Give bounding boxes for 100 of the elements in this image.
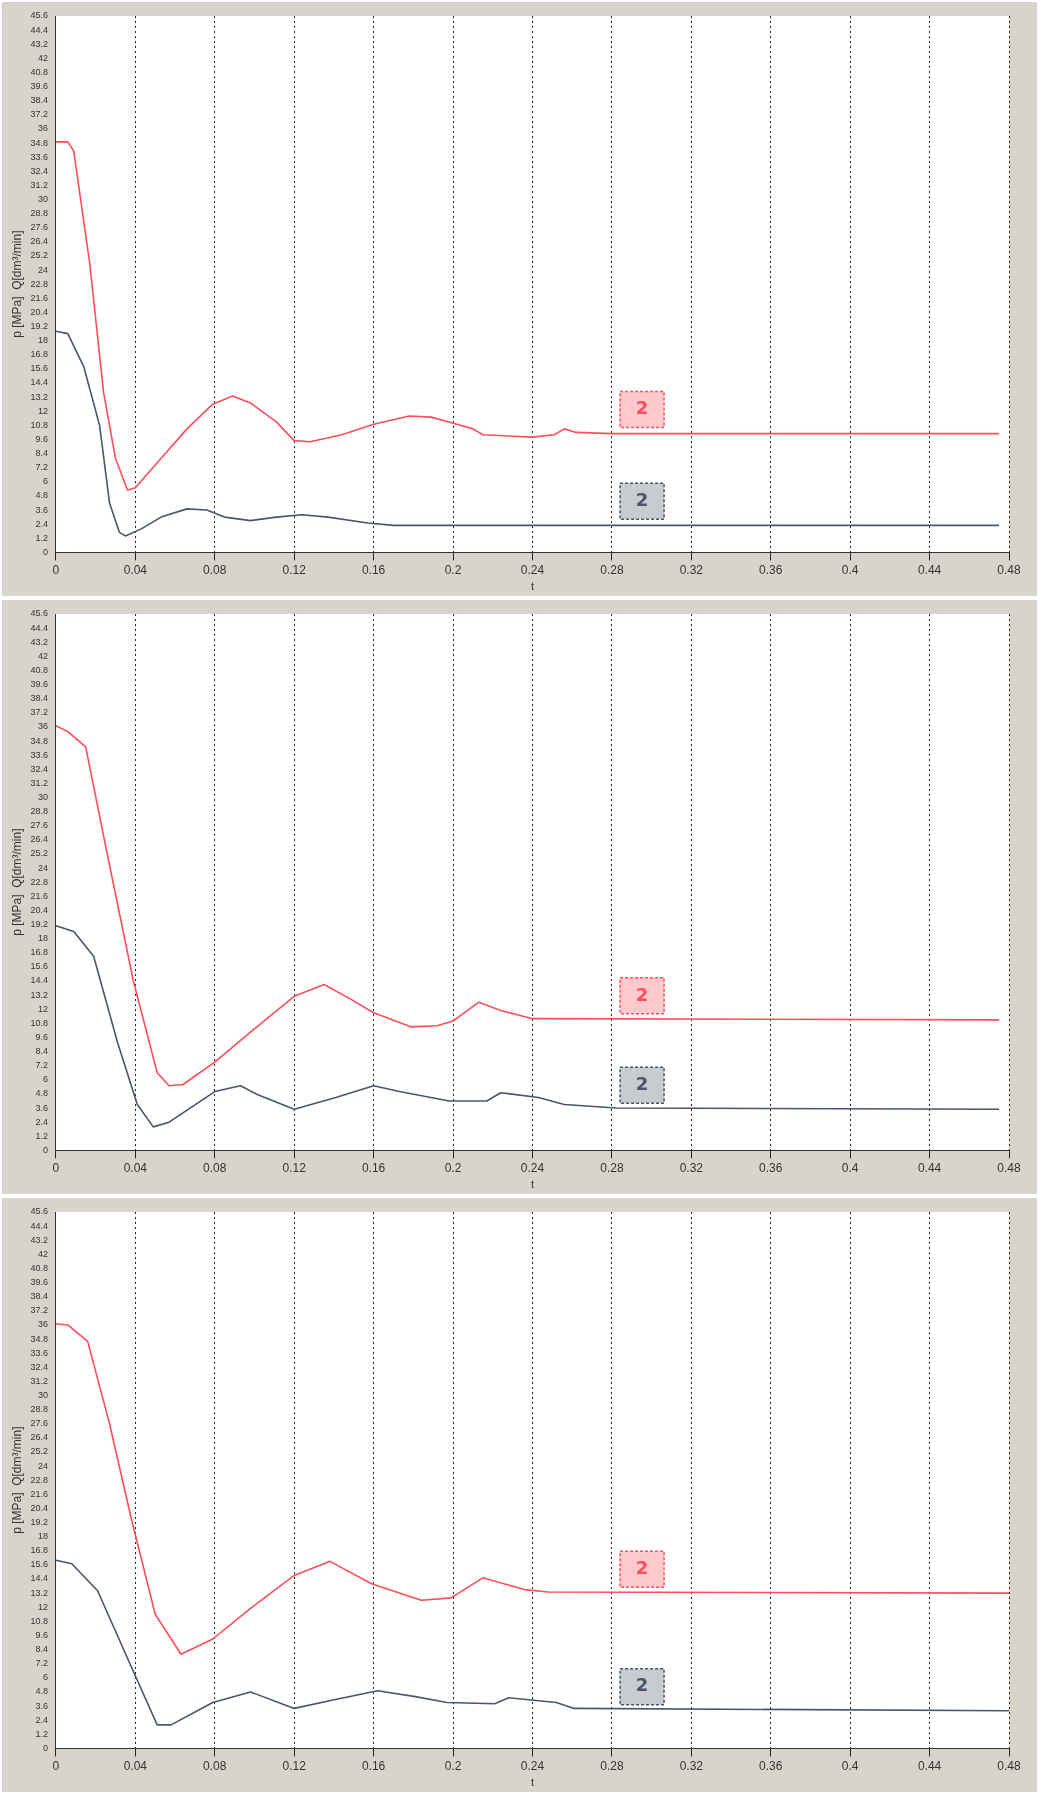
x-tick-label: 0.4 — [841, 1758, 859, 1773]
x-tick-label: 0 — [52, 1758, 60, 1773]
y-tick-label: 2.4 — [35, 1116, 48, 1127]
y-tick-label: 12 — [37, 1601, 48, 1612]
x-tick-label: 0.12 — [282, 1160, 307, 1175]
y-tick-label: 4.8 — [35, 1686, 48, 1697]
x-tick-label: 0.36 — [759, 1758, 783, 1773]
y-tick-label: 24 — [37, 862, 48, 873]
y-tick-label: 10.8 — [30, 1615, 48, 1626]
y-tick-label: 32.4 — [30, 1361, 48, 1372]
x-tick-label: 0.24 — [520, 562, 545, 577]
y-tick-label: 0 — [42, 1144, 48, 1155]
y-tick-label: 19.2 — [30, 321, 48, 332]
y-tick-label: 15.6 — [30, 363, 48, 374]
x-tick-label: 0.16 — [361, 562, 386, 577]
x-axis-title: t — [530, 1178, 534, 1191]
y-tick-label: 21.6 — [30, 1488, 48, 1499]
x-tick-label: 0.24 — [520, 1160, 545, 1175]
series-label: 2 — [635, 1072, 649, 1094]
x-tick-label: 0 — [52, 562, 60, 577]
x-tick-label: 0.2 — [444, 562, 462, 577]
y-tick-label: 1.2 — [35, 1130, 48, 1141]
y-tick-label: 36 — [37, 721, 48, 732]
y-tick-label: 8.4 — [35, 448, 48, 459]
x-tick-label: 0.08 — [203, 1758, 227, 1773]
x-tick-label: 0.32 — [679, 562, 704, 577]
y-tick-label: 2.4 — [35, 1714, 48, 1725]
y-tick-label: 45.6 — [30, 10, 48, 21]
y-tick-label: 24 — [37, 1460, 48, 1471]
y-tick-label: 14.4 — [30, 377, 48, 388]
y-tick-label: 9.6 — [35, 1629, 48, 1640]
y-tick-label: 26.4 — [30, 834, 48, 845]
x-tick-label: 0.36 — [759, 562, 783, 577]
y-tick-label: 31.2 — [30, 179, 48, 190]
y-tick-label: 3.6 — [35, 1700, 48, 1711]
x-tick-label: 0.12 — [282, 562, 307, 577]
y-tick-label: 3.6 — [35, 504, 48, 515]
y-tick-label: 7.2 — [35, 1658, 48, 1669]
y-tick-label: 30 — [37, 193, 48, 204]
y-tick-label: 6 — [42, 1672, 48, 1683]
y-tick-label: 31.2 — [30, 1375, 48, 1386]
y-tick-label: 40.8 — [30, 664, 48, 675]
y-tick-label: 30 — [37, 1389, 48, 1400]
x-axis-title: t — [530, 1776, 534, 1789]
y-tick-label: 0 — [42, 546, 48, 557]
y-tick-label: 25.2 — [30, 250, 48, 261]
y-tick-label: 34.8 — [30, 137, 48, 148]
y-tick-label: 12 — [37, 1003, 48, 1014]
x-tick-label: 0.48 — [997, 1758, 1021, 1773]
y-tick-label: 22.8 — [30, 1474, 48, 1485]
x-tick-label: 0.08 — [203, 562, 227, 577]
y-tick-label: 32.4 — [30, 165, 48, 176]
y-tick-label: 9.6 — [35, 433, 48, 444]
x-tick-label: 0.32 — [679, 1160, 704, 1175]
y-tick-label: 44.4 — [30, 622, 48, 633]
x-tick-label: 0.28 — [600, 1160, 624, 1175]
y-tick-label: 27.6 — [30, 222, 48, 233]
y-tick-label: 28.8 — [30, 1404, 48, 1415]
y-tick-label: 37.2 — [30, 1305, 48, 1316]
x-tick-label: 0 — [52, 1160, 60, 1175]
x-tick-label: 0.04 — [123, 1758, 148, 1773]
y-tick-label: 28.8 — [30, 208, 48, 219]
y-tick-label: 34.8 — [30, 735, 48, 746]
y-tick-label: 16.8 — [30, 947, 48, 958]
y-tick-label: 38.4 — [30, 693, 48, 704]
x-tick-label: 0.44 — [917, 562, 942, 577]
y-tick-label: 25.2 — [30, 848, 48, 859]
y-tick-label: 27.6 — [30, 820, 48, 831]
x-tick-label: 0.28 — [600, 1758, 624, 1773]
y-tick-label: 20.4 — [30, 904, 48, 915]
y-tick-label: 36 — [37, 1319, 48, 1330]
x-tick-label: 0.08 — [203, 1160, 227, 1175]
y-tick-label: 26.4 — [30, 1432, 48, 1443]
y-tick-label: 9.6 — [35, 1031, 48, 1042]
y-tick-label: 16.8 — [30, 349, 48, 360]
y-tick-label: 27.6 — [30, 1418, 48, 1429]
y-tick-label: 10.8 — [30, 419, 48, 430]
y-tick-label: 45.6 — [30, 1206, 48, 1217]
x-tick-label: 0.04 — [123, 562, 148, 577]
x-tick-label: 0.2 — [444, 1160, 462, 1175]
y-axis-title: p [MPa] Q[dm³/min] — [9, 1426, 24, 1534]
y-tick-label: 15.6 — [30, 1559, 48, 1570]
y-tick-label: 22.8 — [30, 278, 48, 289]
y-axis-title: p [MPa] Q[dm³/min] — [9, 230, 24, 338]
y-tick-label: 4.8 — [35, 490, 48, 501]
y-tick-label: 39.6 — [30, 81, 48, 92]
y-tick-label: 16.8 — [30, 1545, 48, 1556]
y-tick-label: 12 — [37, 405, 48, 416]
y-tick-label: 37.2 — [30, 109, 48, 120]
y-tick-label: 13.2 — [30, 989, 48, 1000]
y-tick-label: 1.2 — [35, 1728, 48, 1739]
y-tick-label: 14.4 — [30, 975, 48, 986]
y-tick-label: 42 — [37, 1248, 48, 1259]
y-tick-label: 34.8 — [30, 1333, 48, 1344]
y-tick-label: 43.2 — [30, 636, 48, 647]
y-tick-label: 7.2 — [35, 462, 48, 473]
y-tick-label: 13.2 — [30, 391, 48, 402]
x-tick-label: 0.36 — [759, 1160, 783, 1175]
y-tick-label: 40.8 — [30, 1262, 48, 1273]
y-tick-label: 15.6 — [30, 961, 48, 972]
